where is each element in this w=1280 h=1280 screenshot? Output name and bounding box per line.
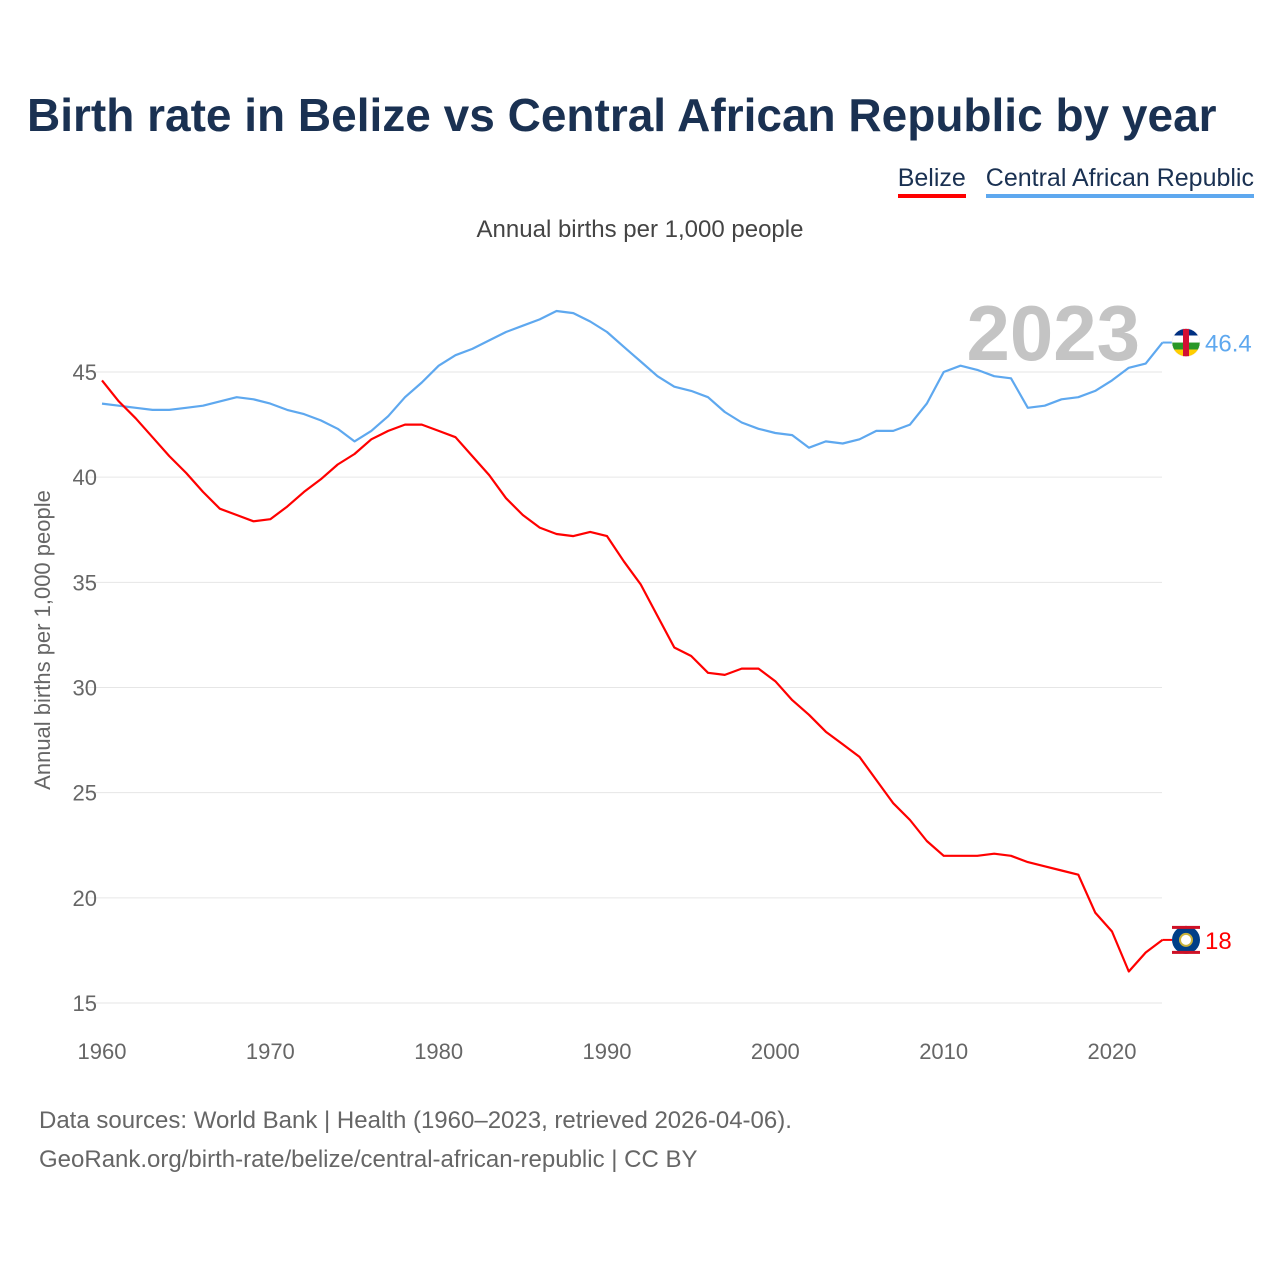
x-tick-label: 2010 bbox=[919, 1039, 968, 1064]
y-tick-label: 45 bbox=[73, 360, 97, 385]
x-tick-label: 1960 bbox=[78, 1039, 127, 1064]
y-tick-label: 35 bbox=[73, 570, 97, 595]
belize-flag-stripe bbox=[1172, 950, 1200, 954]
y-axis-label: Annual births per 1,000 people bbox=[30, 490, 55, 790]
y-tick-label: 20 bbox=[73, 886, 97, 911]
x-tick-label: 2020 bbox=[1088, 1039, 1137, 1064]
end-value-label-central-african-republic: 46.4 bbox=[1205, 331, 1252, 358]
legend-item-belize[interactable]: Belize bbox=[897, 164, 966, 198]
footer-link[interactable]: GeoRank.org/birth-rate/belize/central-af… bbox=[39, 1146, 698, 1173]
year-watermark: 2023 bbox=[966, 289, 1140, 377]
x-tick-label: 1990 bbox=[583, 1039, 632, 1064]
belize-flag-emblem bbox=[1179, 932, 1193, 947]
central-african-republic-flag-icon bbox=[1171, 328, 1201, 357]
belize-flag-stripe bbox=[1172, 925, 1200, 929]
car-flag-stripe bbox=[1183, 328, 1189, 357]
y-tick-label: 30 bbox=[73, 676, 97, 701]
series-line-central-african-republic bbox=[101, 309, 1164, 449]
x-tick-label: 1970 bbox=[246, 1039, 295, 1064]
chart-subtitle: Annual births per 1,000 people bbox=[476, 216, 804, 243]
legend-item-central-african-republic[interactable]: Central African Republic bbox=[985, 164, 1254, 198]
end-value-label-belize: 18 bbox=[1205, 928, 1232, 955]
y-tick-label: 15 bbox=[73, 991, 97, 1016]
y-tick-label: 25 bbox=[73, 781, 97, 806]
y-tick-label: 40 bbox=[73, 465, 97, 490]
legend: Belize Central African Republic bbox=[897, 164, 1254, 198]
x-tick-label: 1980 bbox=[414, 1039, 463, 1064]
chart-title: Birth rate in Belize vs Central African … bbox=[27, 89, 1217, 141]
series-line-belize bbox=[101, 379, 1164, 973]
x-tick-label: 2000 bbox=[751, 1039, 800, 1064]
footer-sources: Data sources: World Bank | Health (1960–… bbox=[39, 1107, 792, 1134]
